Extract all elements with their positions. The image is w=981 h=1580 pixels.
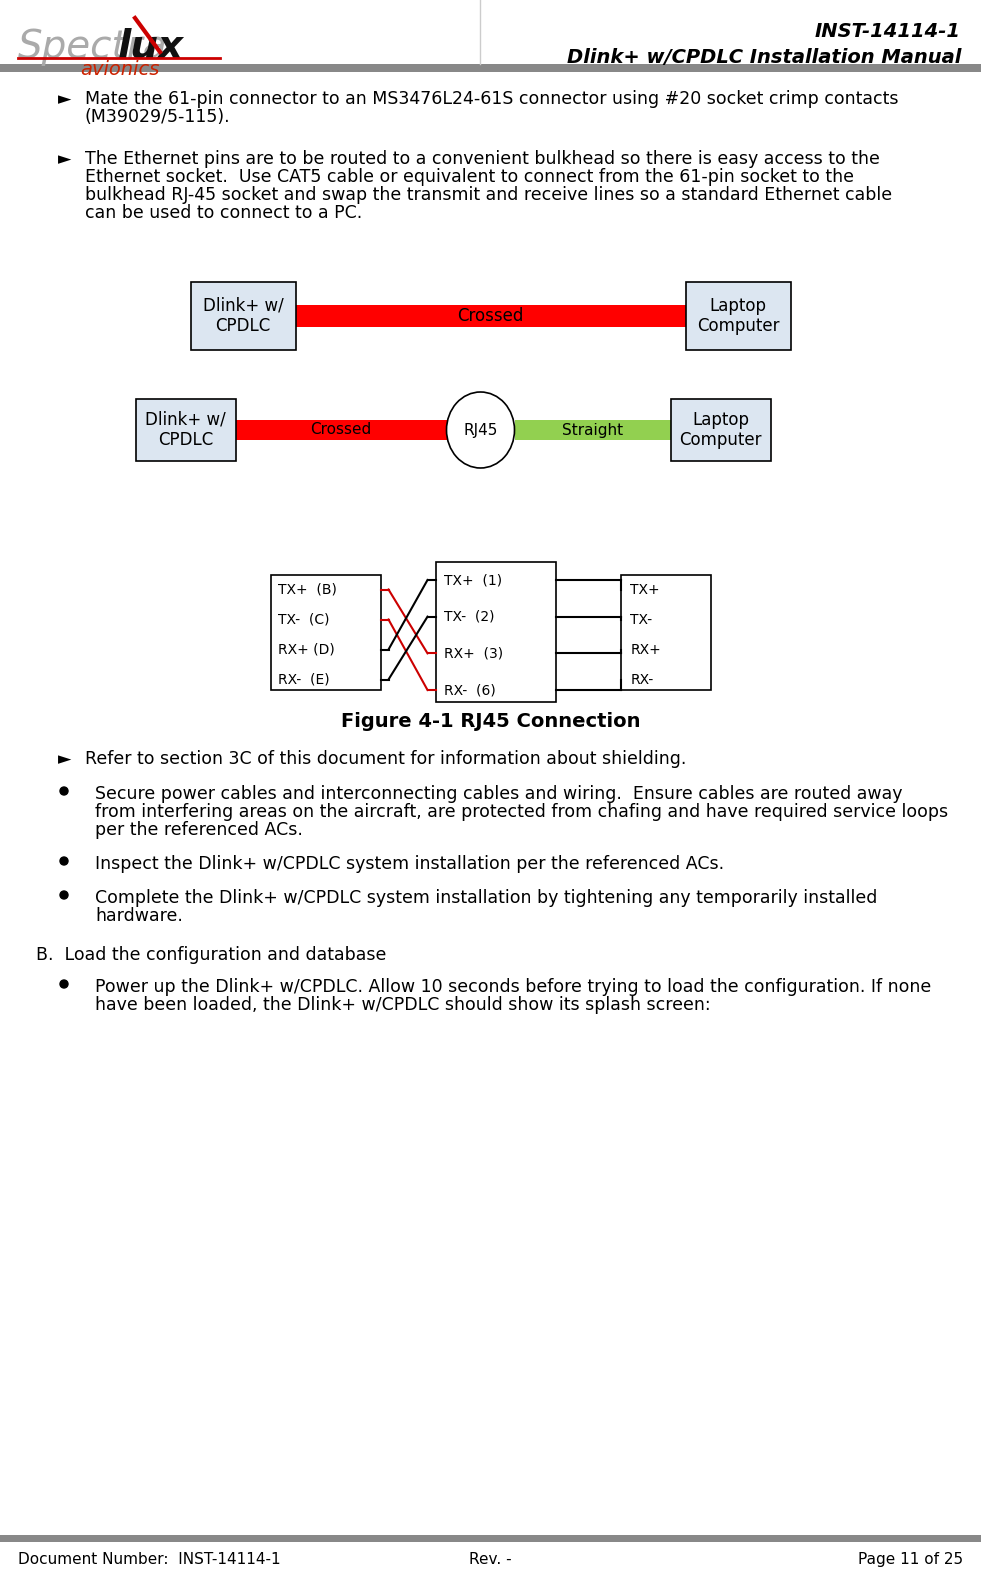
Text: Secure power cables and interconnecting cables and wiring.  Ensure cables are ro: Secure power cables and interconnecting … <box>95 785 903 803</box>
Text: Complete the Dlink+ w/CPDLC system installation by tightening any temporarily in: Complete the Dlink+ w/CPDLC system insta… <box>95 890 877 907</box>
Text: Rev. -: Rev. - <box>469 1552 512 1567</box>
Circle shape <box>60 856 68 864</box>
Text: Laptop
Computer: Laptop Computer <box>697 297 779 335</box>
Text: The Ethernet pins are to be routed to a convenient bulkhead so there is easy acc: The Ethernet pins are to be routed to a … <box>85 150 880 167</box>
Text: lux: lux <box>118 28 184 66</box>
Bar <box>295 305 686 327</box>
Text: RX+  (3): RX+ (3) <box>443 646 502 660</box>
Text: Crossed: Crossed <box>457 307 524 325</box>
Text: can be used to connect to a PC.: can be used to connect to a PC. <box>85 204 362 223</box>
Text: ►: ► <box>58 90 72 107</box>
Bar <box>0 65 981 73</box>
Text: Dlink+ w/CPDLC Installation Manual: Dlink+ w/CPDLC Installation Manual <box>567 47 961 66</box>
Text: TX+  (B): TX+ (B) <box>279 583 337 597</box>
Text: Refer to section 3C of this document for information about shielding.: Refer to section 3C of this document for… <box>85 750 687 768</box>
Text: Inspect the Dlink+ w/CPDLC system installation per the referenced ACs.: Inspect the Dlink+ w/CPDLC system instal… <box>95 855 724 874</box>
Bar <box>621 575 710 689</box>
Text: Figure 4-1 RJ45 Connection: Figure 4-1 RJ45 Connection <box>340 713 641 732</box>
Text: Spectra: Spectra <box>18 28 168 66</box>
Text: Power up the Dlink+ w/CPDLC. Allow 10 seconds before trying to load the configur: Power up the Dlink+ w/CPDLC. Allow 10 se… <box>95 978 931 995</box>
Text: Ethernet socket.  Use CAT5 cable or equivalent to connect from the 61-pin socket: Ethernet socket. Use CAT5 cable or equiv… <box>85 167 854 186</box>
Bar <box>670 400 770 461</box>
Circle shape <box>60 787 68 795</box>
Bar <box>686 281 791 351</box>
Bar <box>235 420 446 439</box>
Text: avionics: avionics <box>80 60 159 79</box>
Text: RX+ (D): RX+ (D) <box>279 643 336 657</box>
Circle shape <box>60 980 68 988</box>
Text: Page 11 of 25: Page 11 of 25 <box>857 1552 963 1567</box>
Text: hardware.: hardware. <box>95 907 182 924</box>
Text: Dlink+ w/
CPDLC: Dlink+ w/ CPDLC <box>145 411 226 449</box>
Bar <box>436 562 555 702</box>
Text: Straight: Straight <box>562 422 623 438</box>
Text: Mate the 61-pin connector to an MS3476L24-61S connector using #20 socket crimp c: Mate the 61-pin connector to an MS3476L2… <box>85 90 899 107</box>
Bar <box>135 400 235 461</box>
Text: (M39029/5-115).: (M39029/5-115). <box>85 107 231 126</box>
Text: TX+  (1): TX+ (1) <box>443 574 501 588</box>
Text: RX-  (6): RX- (6) <box>443 683 495 697</box>
Bar <box>514 420 670 439</box>
Text: TX+: TX+ <box>631 583 660 597</box>
Text: per the referenced ACs.: per the referenced ACs. <box>95 822 303 839</box>
Ellipse shape <box>446 392 514 468</box>
Circle shape <box>60 891 68 899</box>
Text: B.  Load the configuration and database: B. Load the configuration and database <box>36 946 387 964</box>
Text: RX-  (E): RX- (E) <box>279 673 331 686</box>
Text: Laptop
Computer: Laptop Computer <box>679 411 762 449</box>
Text: RX-: RX- <box>631 673 653 686</box>
Text: INST-14114-1: INST-14114-1 <box>815 22 961 41</box>
Bar <box>0 1536 981 1542</box>
Text: TX-: TX- <box>631 613 652 627</box>
Text: RX+: RX+ <box>631 643 661 657</box>
Text: TX-  (C): TX- (C) <box>279 613 330 627</box>
Text: have been loaded, the Dlink+ w/CPDLC should show its splash screen:: have been loaded, the Dlink+ w/CPDLC sho… <box>95 995 710 1014</box>
Text: RJ45: RJ45 <box>463 422 497 438</box>
Text: ►: ► <box>58 150 72 167</box>
Bar <box>190 281 295 351</box>
Text: bulkhead RJ-45 socket and swap the transmit and receive lines so a standard Ethe: bulkhead RJ-45 socket and swap the trans… <box>85 186 892 204</box>
Text: from interfering areas on the aircraft, are protected from chafing and have requ: from interfering areas on the aircraft, … <box>95 803 948 822</box>
Text: Dlink+ w/
CPDLC: Dlink+ w/ CPDLC <box>203 297 284 335</box>
Text: ►: ► <box>58 750 72 768</box>
Bar <box>271 575 381 689</box>
Text: TX-  (2): TX- (2) <box>443 610 494 624</box>
Text: Crossed: Crossed <box>310 422 372 438</box>
Text: Document Number:  INST-14114-1: Document Number: INST-14114-1 <box>18 1552 281 1567</box>
